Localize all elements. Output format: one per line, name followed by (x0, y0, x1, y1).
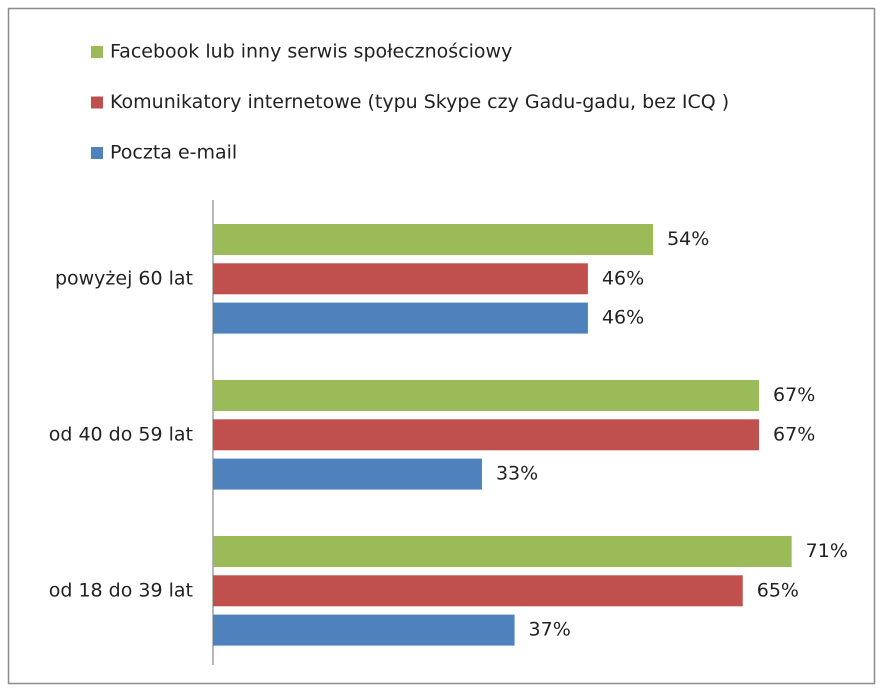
category-label: od 18 do 39 lat (49, 579, 193, 601)
bar (213, 575, 743, 607)
value-label: 71% (806, 540, 848, 562)
legend-swatch (91, 96, 103, 109)
value-label: 46% (602, 307, 644, 329)
bar (213, 614, 515, 646)
value-label: 54% (667, 228, 709, 250)
legend-label: Komunikatory internetowe (typu Skype czy… (110, 91, 729, 113)
legend-label: Facebook lub inny serwis społecznościowy (110, 41, 512, 63)
chart-frame (7, 7, 876, 685)
bar (213, 419, 760, 451)
legend-swatch (91, 46, 103, 58)
bar (213, 224, 654, 255)
value-label: 37% (529, 619, 571, 641)
bar (213, 536, 792, 567)
category-label: powyżej 60 lat (55, 267, 193, 289)
value-label: 67% (773, 384, 815, 406)
bar (213, 302, 588, 334)
category-label: od 40 do 59 lat (49, 423, 193, 445)
legend-swatch (91, 147, 103, 159)
value-label: 65% (757, 579, 799, 601)
bar (213, 458, 482, 490)
bar (213, 380, 760, 411)
value-label: 67% (773, 423, 815, 445)
legend-label: Poczta e-mail (110, 142, 237, 164)
bar (213, 263, 588, 295)
value-label: 33% (496, 463, 538, 485)
value-label: 46% (602, 267, 644, 289)
